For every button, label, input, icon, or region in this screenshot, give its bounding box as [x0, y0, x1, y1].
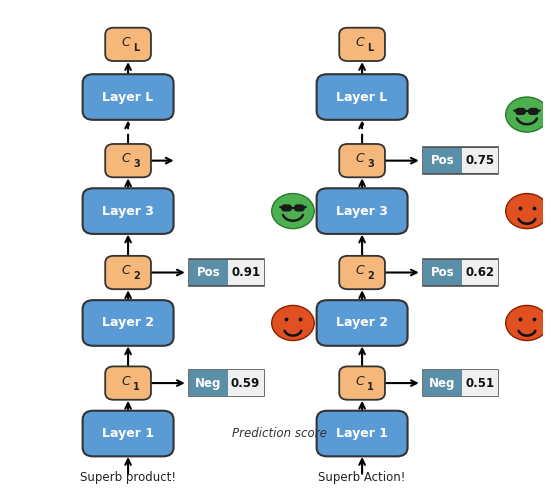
Text: $C$: $C$: [121, 264, 131, 277]
Text: $C$: $C$: [355, 264, 365, 277]
Text: Superb product!: Superb product!: [80, 471, 176, 485]
Bar: [189, 370, 228, 396]
Text: Pos: Pos: [430, 154, 454, 167]
Text: 0.75: 0.75: [465, 154, 494, 167]
Text: Layer 2: Layer 2: [336, 317, 388, 329]
Circle shape: [271, 194, 314, 229]
Text: $C$: $C$: [121, 375, 131, 388]
Text: L: L: [367, 43, 374, 53]
FancyBboxPatch shape: [83, 411, 173, 456]
Bar: [461, 148, 497, 173]
FancyBboxPatch shape: [105, 144, 151, 177]
FancyBboxPatch shape: [83, 188, 173, 234]
Bar: [423, 370, 498, 396]
Text: L: L: [134, 43, 140, 53]
Circle shape: [506, 194, 548, 229]
Text: $C$: $C$: [121, 36, 131, 49]
FancyBboxPatch shape: [339, 144, 385, 177]
FancyBboxPatch shape: [282, 205, 291, 211]
FancyBboxPatch shape: [317, 74, 408, 120]
Text: Layer 1: Layer 1: [102, 427, 154, 440]
FancyBboxPatch shape: [339, 366, 385, 400]
Text: Layer 3: Layer 3: [336, 204, 388, 218]
Text: Layer 2: Layer 2: [102, 317, 154, 329]
Text: $C$: $C$: [355, 152, 365, 165]
Bar: [228, 370, 264, 396]
FancyBboxPatch shape: [339, 28, 385, 61]
Bar: [461, 260, 497, 285]
Bar: [189, 370, 264, 396]
Text: 3: 3: [367, 159, 374, 169]
Text: Layer 1: Layer 1: [336, 427, 388, 440]
Bar: [461, 370, 497, 396]
FancyBboxPatch shape: [317, 300, 408, 346]
Text: Layer 3: Layer 3: [102, 204, 154, 218]
Bar: [423, 259, 498, 285]
Text: Layer L: Layer L: [102, 90, 153, 103]
Text: Superb Action!: Superb Action!: [319, 471, 406, 485]
Circle shape: [506, 97, 548, 132]
Text: $C$: $C$: [355, 36, 365, 49]
FancyBboxPatch shape: [295, 205, 304, 211]
FancyBboxPatch shape: [339, 256, 385, 289]
Text: Pos: Pos: [430, 266, 454, 279]
Text: Neg: Neg: [429, 377, 455, 389]
Bar: [423, 260, 461, 285]
Bar: [228, 260, 264, 285]
Text: Layer L: Layer L: [336, 90, 388, 103]
Text: Neg: Neg: [195, 377, 222, 389]
Circle shape: [271, 305, 314, 341]
Text: Pos: Pos: [197, 266, 220, 279]
Bar: [189, 260, 228, 285]
FancyBboxPatch shape: [105, 256, 151, 289]
Text: 0.51: 0.51: [465, 377, 494, 389]
Text: 0.62: 0.62: [465, 266, 494, 279]
FancyBboxPatch shape: [83, 300, 173, 346]
FancyBboxPatch shape: [105, 366, 151, 400]
Text: 2: 2: [367, 271, 374, 281]
FancyBboxPatch shape: [529, 108, 538, 114]
Text: $C$: $C$: [355, 375, 365, 388]
Bar: [189, 259, 264, 285]
Bar: [423, 148, 461, 173]
Text: Prediction score: Prediction score: [232, 427, 327, 440]
Text: 3: 3: [133, 159, 140, 169]
FancyBboxPatch shape: [317, 411, 408, 456]
Text: 1: 1: [367, 382, 374, 391]
Bar: [423, 147, 498, 174]
Text: $C$: $C$: [121, 152, 131, 165]
FancyBboxPatch shape: [317, 188, 408, 234]
Text: 1: 1: [133, 382, 140, 391]
Text: 0.59: 0.59: [231, 377, 260, 389]
Text: 0.91: 0.91: [231, 266, 260, 279]
Text: 2: 2: [133, 271, 140, 281]
FancyBboxPatch shape: [105, 28, 151, 61]
Bar: [423, 370, 461, 396]
FancyBboxPatch shape: [516, 108, 525, 114]
Circle shape: [506, 305, 548, 341]
FancyBboxPatch shape: [83, 74, 173, 120]
